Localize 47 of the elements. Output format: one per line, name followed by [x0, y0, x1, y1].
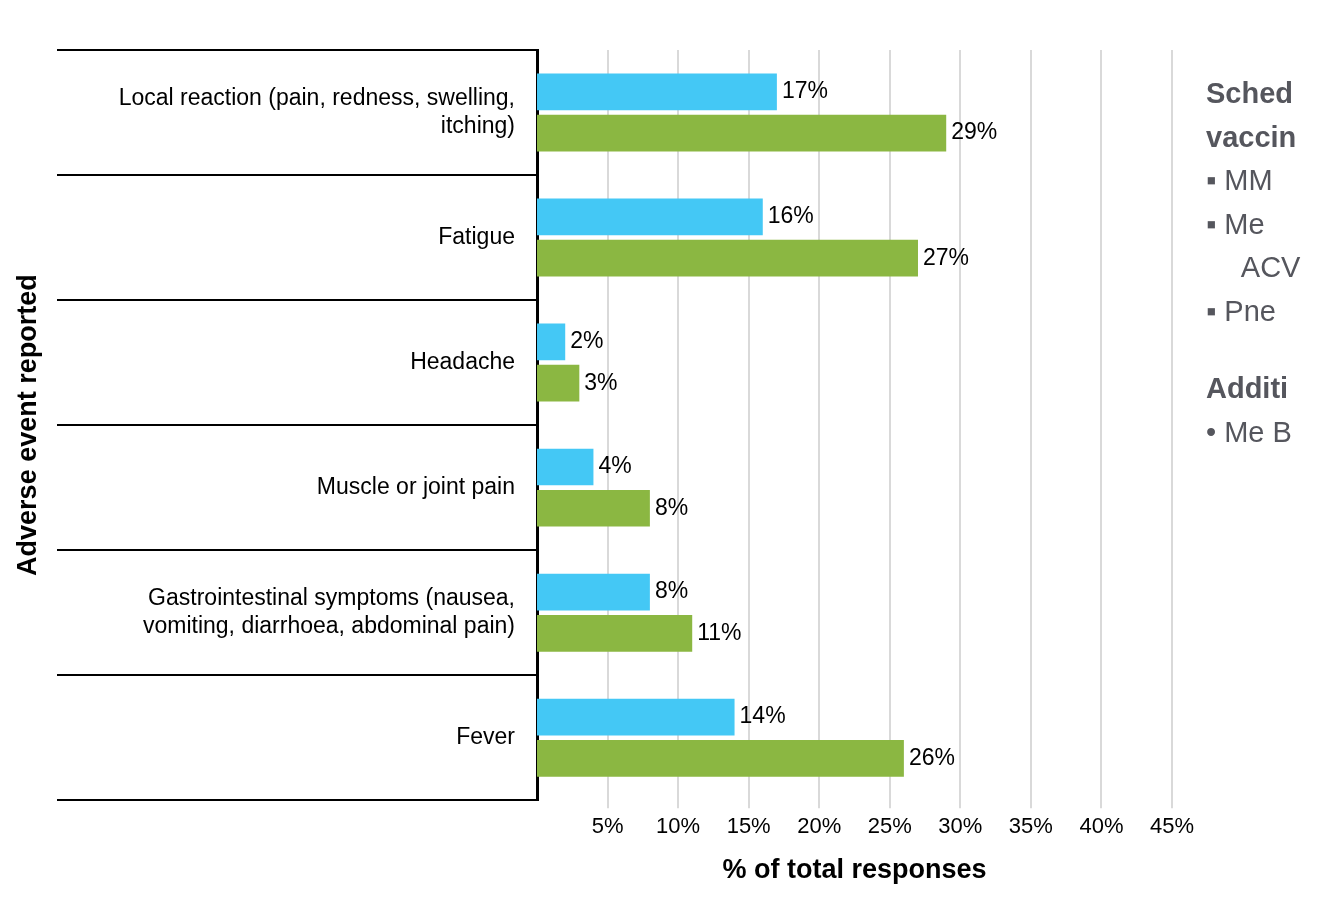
bar — [537, 73, 777, 111]
y-tick-label: Headache — [410, 347, 515, 374]
text: Sched vaccin — [1206, 76, 1298, 155]
text: ▪ MM — [1206, 163, 1274, 198]
bar — [537, 739, 904, 777]
x-tick-label: 20% — [797, 813, 842, 839]
y-tick-label: Muscle or joint pain — [316, 472, 515, 499]
x-tick-label: 40% — [1079, 813, 1124, 839]
text: ▪ Me ACV — [1206, 206, 1302, 285]
x-tick-label: 35% — [1008, 813, 1053, 839]
data-label: 8% — [654, 493, 689, 520]
text: Additi — [1206, 371, 1290, 406]
x-tick-label: 30% — [938, 813, 983, 839]
bar — [537, 364, 580, 402]
data-label: 3% — [584, 368, 618, 395]
x-tick-label: 10% — [656, 813, 701, 839]
bar — [537, 573, 650, 611]
bar — [537, 489, 650, 527]
data-label: 16% — [767, 202, 814, 229]
data-label: 4% — [598, 452, 632, 479]
data-label: 26% — [908, 743, 955, 770]
y-tick-label: Local reaction (pain, redness, swelling, itching) — [118, 84, 515, 138]
y-axis-title: Adverse event reported — [11, 274, 42, 576]
text: • Me B — [1206, 414, 1293, 450]
x-axis-title: % of total responses — [722, 854, 987, 885]
x-tick-label: 25% — [867, 813, 912, 839]
bar — [537, 198, 763, 236]
bar — [537, 239, 918, 277]
bar — [537, 698, 735, 736]
text: ▪ Pne — [1206, 293, 1277, 329]
bar — [537, 614, 693, 652]
y-tick-label: Fever — [456, 723, 516, 750]
x-tick-label: 5% — [591, 813, 624, 839]
bar — [537, 323, 566, 361]
data-label: 29% — [951, 118, 998, 145]
bar — [537, 448, 594, 486]
data-label: 2% — [570, 327, 604, 354]
data-label: 14% — [739, 702, 786, 729]
data-label: 17% — [781, 77, 828, 104]
x-tick-label: 15% — [726, 813, 771, 839]
data-label: 8% — [654, 577, 689, 604]
bar — [537, 114, 947, 152]
y-tick-label: Fatigue — [438, 222, 515, 249]
x-tick-label: 45% — [1149, 813, 1195, 839]
y-tick-label: Gastrointestinal symptoms (nausea, vomiting, diarrhoea, abdominal pain) — [142, 584, 515, 638]
data-label: 11% — [697, 618, 742, 645]
data-label: 27% — [922, 243, 970, 270]
